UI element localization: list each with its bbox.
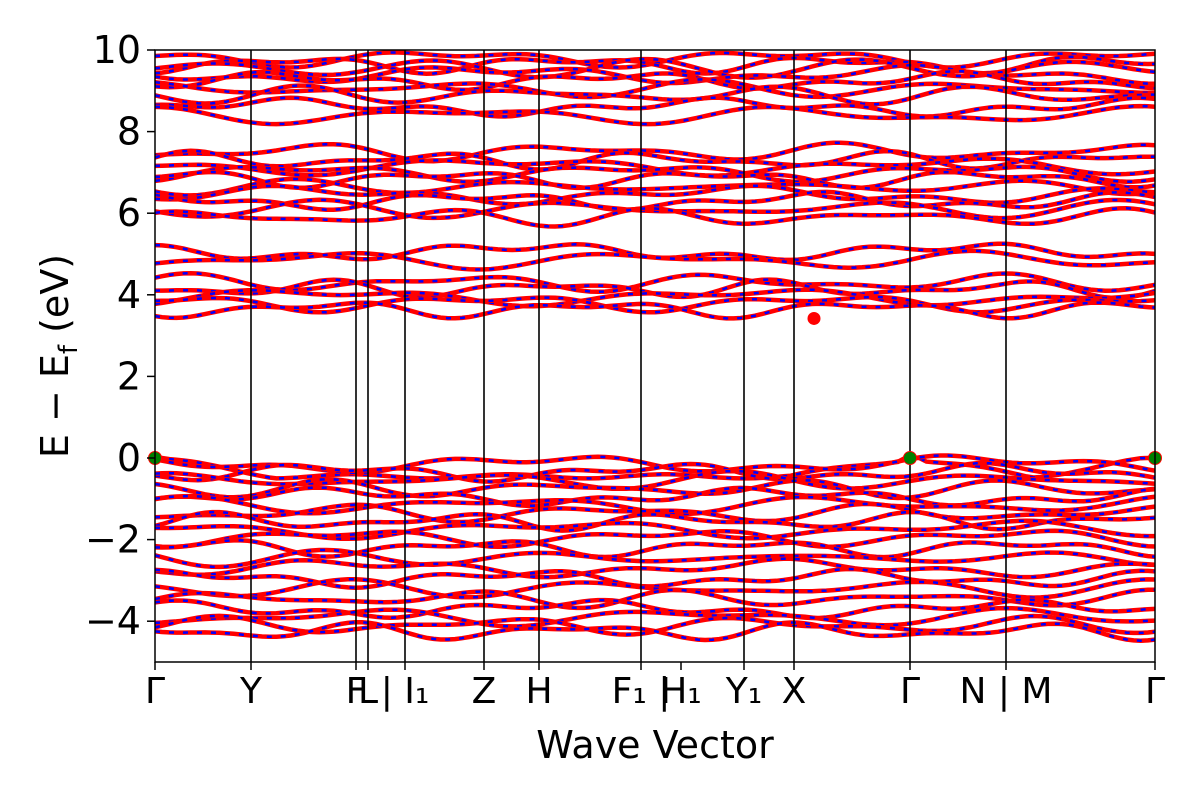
x-tick-label: F xyxy=(346,671,367,712)
y-tick-label: −4 xyxy=(85,599,141,643)
band-line-overlay xyxy=(155,69,1155,92)
band-line-overlay xyxy=(155,578,1155,599)
plot-frame xyxy=(154,49,1156,663)
y-tick-label: −2 xyxy=(85,518,141,562)
band-line-primary xyxy=(155,248,1155,272)
y-tick-label: 10 xyxy=(93,28,141,72)
band-line-overlay xyxy=(155,271,1155,294)
x-tick-label: Γ xyxy=(900,671,920,712)
x-tick-label: F₁ | xyxy=(612,671,671,712)
y-axis-ticks: 10 8 6 4 2 0 −2 −4 xyxy=(85,28,155,643)
y-axis-label: E − Ef (eV) xyxy=(33,254,84,458)
band-line-overlay xyxy=(155,494,1155,516)
x-tick-label: | I₁ xyxy=(381,671,430,712)
y-tick-label: 6 xyxy=(117,191,141,235)
x-tick-label: Y₁ xyxy=(725,671,762,712)
band-line-overlay xyxy=(155,510,1155,532)
x-tick-label: H xyxy=(525,671,552,712)
band-line-primary xyxy=(155,468,1155,492)
band-line-overlay xyxy=(155,598,1155,620)
band-line-overlay xyxy=(155,461,1155,483)
band-line-overlay xyxy=(155,567,1155,589)
x-axis-label: Wave Vector xyxy=(536,723,774,767)
band-line-overlay xyxy=(155,198,1155,220)
x-tick-label: H₁ xyxy=(660,671,702,712)
y-tick-label: 2 xyxy=(117,354,141,398)
x-tick-label: N | M xyxy=(959,671,1052,712)
band-line-overlay xyxy=(155,456,1155,480)
x-tick-label: Y xyxy=(239,671,263,712)
band-line-overlay xyxy=(155,177,1155,197)
band-line-primary xyxy=(155,294,1155,315)
y-tick-label: 8 xyxy=(117,110,141,154)
x-tick-label: L xyxy=(358,671,378,712)
band-line-overlay xyxy=(155,301,1155,320)
y-tick-label: 0 xyxy=(117,436,141,480)
band-line-overlay xyxy=(155,141,1155,163)
band-line-primary xyxy=(155,287,1155,309)
band-line-overlay xyxy=(155,478,1155,500)
band-line-overlay xyxy=(155,170,1155,190)
y-axis-label-unit: (eV) xyxy=(33,254,77,345)
band-line-overlay xyxy=(155,486,1155,508)
cbm-marker xyxy=(807,311,821,325)
band-line-overlay xyxy=(155,207,1155,228)
x-tick-label: Γ xyxy=(145,671,165,712)
x-tick-label: Z xyxy=(472,671,497,712)
band-line-primary xyxy=(155,528,1155,550)
band-line-overlay xyxy=(155,539,1155,559)
band-line-overlay xyxy=(155,184,1155,206)
extremum-markers xyxy=(148,311,1162,465)
band-line-overlay xyxy=(155,96,1155,118)
y-tick-label: 4 xyxy=(117,273,141,317)
y-axis-label-sub: f xyxy=(54,344,84,354)
band-line-overlay xyxy=(155,190,1155,212)
x-axis-ticks: Γ Y FL | I₁ Z H F₁ |H₁ Y₁ X Γ N | M Γ xyxy=(145,662,1165,712)
band-line-primary xyxy=(155,605,1155,629)
y-axis-label-main: E − E xyxy=(33,354,77,458)
x-tick-label: X xyxy=(782,671,807,712)
band-line-overlay xyxy=(155,588,1155,610)
x-tick-label: Γ xyxy=(1145,671,1165,712)
k-point-separators xyxy=(250,50,1007,662)
band-line-overlay xyxy=(155,621,1155,642)
vbm-marker xyxy=(903,451,917,465)
band-line-overlay xyxy=(155,548,1155,569)
band-line-overlay xyxy=(155,557,1155,579)
band-line-overlay xyxy=(155,84,1155,106)
band-line-overlay xyxy=(155,104,1155,126)
band-line-overlay xyxy=(155,165,1155,184)
band-line-overlay xyxy=(155,502,1155,524)
band-lines xyxy=(155,50,1155,643)
